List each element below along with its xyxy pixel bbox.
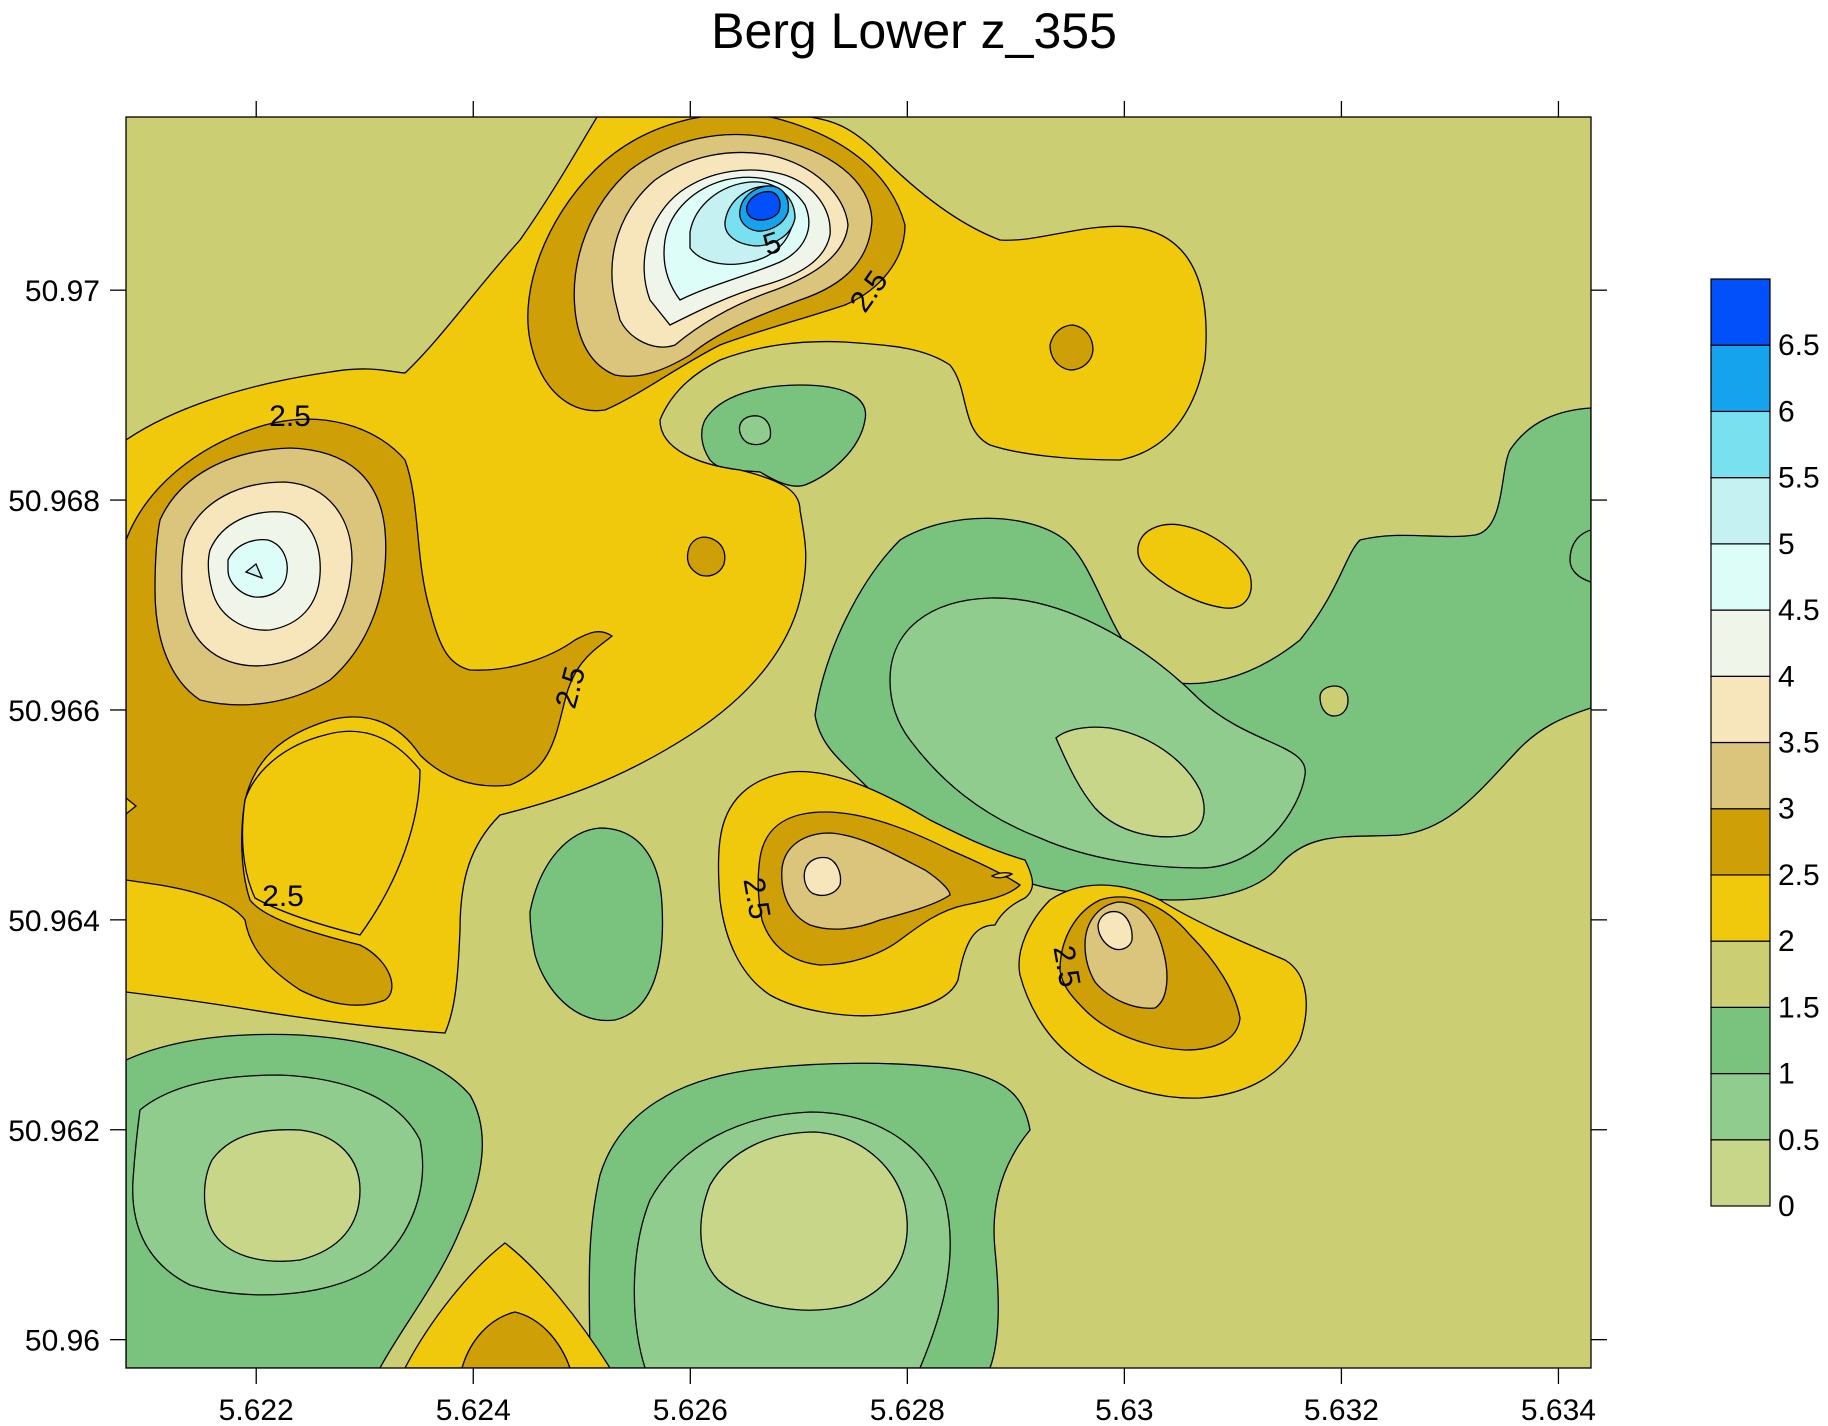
x-axis: 5.622 5.624 5.626 5.628 5.63 5.632 5.634 (219, 101, 1596, 1426)
y-tick-label: 50.962 (8, 1115, 100, 1148)
colorbar-swatch (1710, 940, 1771, 1008)
colorbar-swatch (1710, 741, 1771, 810)
contour-label-2.5-mid-right: 2.5 (1046, 943, 1086, 990)
contour-label-2.5-mid: 2.5 (736, 875, 776, 922)
contour-fills (126, 117, 1591, 1368)
colorbar-label: 1.5 (1778, 991, 1820, 1024)
y-axis: 50.96 50.962 50.964 50.966 50.968 50.97 (8, 275, 1607, 1358)
colorbar-label: 5 (1778, 528, 1795, 561)
contour-band-2.5-3-mid-sliver (990, 872, 1014, 879)
x-tick-label: 5.624 (436, 1394, 511, 1426)
colorbar-label: 0 (1778, 1190, 1795, 1223)
x-tick-label: 5.632 (1304, 1394, 1379, 1426)
x-tick-label: 5.622 (219, 1394, 294, 1426)
colorbar-label: 5.5 (1778, 462, 1820, 495)
contour-band-2-2.5-bottom (404, 1242, 611, 1368)
x-tick-label: 5.626 (653, 1394, 728, 1426)
contour-band-2.5-3-small-blob-1 (1049, 324, 1094, 371)
contour-band-1-1.5-upper-center (701, 384, 867, 487)
colorbar-swatch (1710, 278, 1771, 346)
colorbar-label: 6.5 (1778, 329, 1820, 362)
colorbar-label: 4 (1778, 660, 1795, 693)
colorbar-swatch (1710, 1072, 1771, 1141)
contour-band-2.5-3-bottom (461, 1311, 571, 1368)
contour-band-0.5-1-upper-center (738, 415, 772, 446)
contour-band-0-0.5-lower-left (203, 1129, 361, 1262)
contour-band-2-2.5-right-blob (1137, 523, 1252, 609)
colorbar-label: 1 (1778, 1058, 1795, 1091)
colorbar-label: 3.5 (1778, 727, 1820, 760)
x-tick-label: 5.634 (1521, 1394, 1596, 1426)
contour-band-0-0.5-bottom-center (700, 1131, 908, 1311)
colorbar-label: 3 (1778, 793, 1795, 826)
colorbar: 0 0.5 1 1.5 2 2.5 3 3.5 4 4.5 5 5.5 6 6.5 (1710, 278, 1820, 1223)
colorbar-swatch (1710, 543, 1771, 611)
colorbar-swatch (1710, 609, 1771, 677)
x-tick-label: 5.63 (1095, 1394, 1153, 1426)
contour-band-2.5-3-small-blob-2 (686, 536, 726, 577)
y-tick-label: 50.964 (8, 905, 100, 938)
colorbar-swatch (1710, 675, 1771, 744)
contour-band-1-1.5-center-left (529, 827, 664, 1022)
contour-band-6.5-7-top-peak (746, 190, 781, 221)
colorbar-swatch (1710, 808, 1771, 876)
contour-band-1.5-2-island-right (1319, 685, 1349, 717)
colorbar-swatch (1710, 477, 1771, 545)
x-tick-label: 5.628 (870, 1394, 945, 1426)
contour-band-2-2.5-left-pocket (241, 730, 421, 936)
contour-band-0-0.5-center-right (1055, 726, 1205, 838)
chart-title: Berg Lower z_355 (711, 3, 1117, 59)
contour-band-2-2.5-left-notch (126, 797, 138, 815)
contour-band-5-5.5-top-left (244, 562, 264, 580)
contour-band-3.5-4-mid-right (1097, 910, 1133, 951)
colorbar-label: 2.5 (1778, 859, 1820, 892)
plot-frame (125, 116, 1592, 1369)
y-tick-label: 50.96 (25, 1325, 100, 1358)
colorbar-label: 2 (1778, 925, 1795, 958)
colorbar-label: 4.5 (1778, 594, 1820, 627)
colorbar-swatch (1710, 410, 1771, 479)
colorbar-swatch (1710, 1006, 1771, 1075)
y-tick-label: 50.97 (25, 275, 100, 308)
colorbar-swatch (1710, 344, 1771, 413)
colorbar-label: 0.5 (1778, 1124, 1820, 1157)
colorbar-label: 6 (1778, 395, 1795, 428)
contour-label-2.5-top-left: 2.5 (269, 400, 311, 433)
contour-band-3.5-4-mid (803, 856, 842, 896)
colorbar-swatch (1710, 874, 1771, 942)
contour-label-2.5-lower-left: 2.5 (262, 880, 304, 913)
y-tick-label: 50.966 (8, 695, 100, 728)
y-tick-label: 50.968 (8, 485, 100, 518)
contour-band-1-1.5-right-edge (1569, 529, 1591, 583)
colorbar-swatch (1710, 1139, 1771, 1207)
